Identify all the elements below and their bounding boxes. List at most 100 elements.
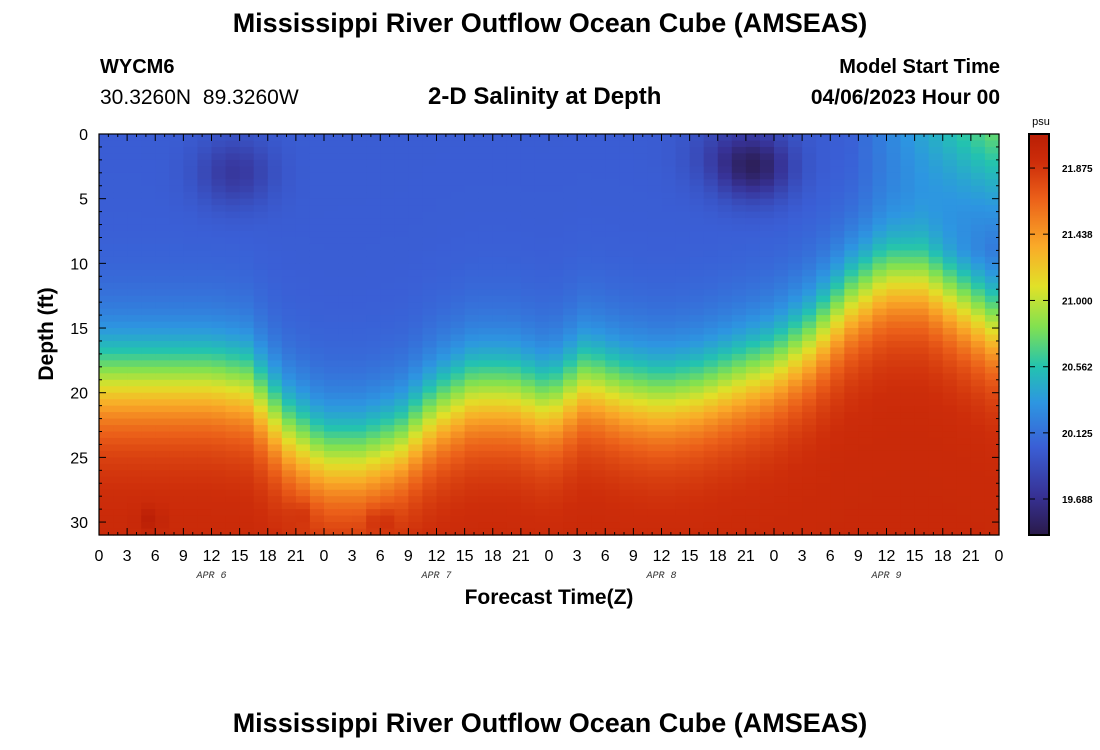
heatmap-cell	[689, 269, 705, 277]
heatmap-cell	[830, 159, 845, 167]
heatmap-cell	[211, 192, 227, 200]
heatmap-cell	[99, 211, 114, 219]
heatmap-cell	[281, 256, 297, 264]
heatmap-cell	[844, 172, 859, 180]
heatmap-cell	[886, 379, 902, 387]
heatmap-cell	[549, 379, 564, 387]
heatmap-cell	[422, 444, 438, 452]
heatmap-cell	[113, 295, 128, 303]
heatmap-cell	[506, 360, 522, 368]
heatmap-cell	[506, 146, 522, 155]
heatmap-cell	[478, 489, 494, 497]
heatmap-cell	[830, 269, 845, 277]
heatmap-cell	[830, 224, 845, 232]
heatmap-cell	[366, 528, 381, 536]
heatmap-cell	[563, 457, 578, 465]
heatmap-cell	[886, 496, 902, 504]
heatmap-cell	[872, 289, 888, 297]
heatmap-cell	[408, 185, 424, 193]
heatmap-cell	[788, 476, 803, 484]
heatmap-cell	[703, 269, 719, 277]
heatmap-cell	[239, 386, 255, 394]
heatmap-cell	[788, 334, 803, 342]
heatmap-cell	[478, 528, 494, 536]
heatmap-cell	[717, 373, 733, 381]
heatmap-cell	[450, 256, 466, 264]
heatmap-cell	[155, 444, 170, 452]
heatmap-cell	[745, 211, 761, 219]
heatmap-cell	[844, 237, 859, 245]
heatmap-cell	[324, 231, 339, 239]
heatmap-cell	[394, 386, 409, 394]
heatmap-cell	[689, 496, 705, 504]
heatmap-cell	[984, 140, 1000, 148]
heatmap-cell	[563, 134, 578, 142]
heatmap-cell	[281, 457, 297, 465]
model-start-label: Model Start Time	[839, 56, 1000, 78]
heatmap-cell	[717, 528, 733, 536]
heatmap-cell	[675, 334, 691, 342]
heatmap-cell	[802, 185, 817, 193]
heatmap-cell	[492, 476, 508, 484]
heatmap-cell	[380, 172, 395, 180]
heatmap-cell	[450, 353, 466, 361]
heatmap-cell	[436, 269, 452, 277]
heatmap-cell	[745, 250, 761, 258]
heatmap-cell	[661, 211, 677, 219]
heatmap-cell	[506, 159, 522, 167]
heatmap-cell	[436, 179, 452, 187]
heatmap-cell	[324, 263, 339, 271]
heatmap-cell	[450, 450, 466, 458]
heatmap-cell	[717, 315, 733, 323]
heatmap-cell	[605, 483, 620, 491]
heatmap-cell	[872, 483, 888, 491]
heatmap-cell	[309, 205, 325, 213]
heatmap-cell	[197, 166, 213, 174]
heatmap-cell	[309, 431, 325, 439]
heatmap-cell	[295, 263, 311, 271]
heatmap-cell	[127, 185, 142, 193]
heatmap-cell	[422, 476, 438, 484]
heatmap-cell	[928, 379, 944, 387]
heatmap-cell	[605, 146, 620, 155]
model-start-value: 04/06/2023 Hour 00	[810, 86, 1000, 109]
heatmap-cell	[591, 431, 606, 439]
heatmap-cell	[984, 437, 1000, 446]
heatmap-cell	[506, 328, 522, 336]
heatmap-cell	[647, 360, 663, 368]
heatmap-cell	[520, 379, 536, 387]
heatmap-cell	[605, 179, 620, 187]
heatmap-cell	[549, 153, 564, 161]
heatmap-cell	[928, 483, 944, 491]
heatmap-cell	[703, 502, 719, 510]
heatmap-cell	[169, 399, 184, 407]
heatmap-cell	[703, 159, 719, 167]
heatmap-cell	[464, 192, 480, 200]
heatmap-cell	[253, 205, 269, 213]
heatmap-cell	[605, 295, 620, 303]
heatmap-cell	[239, 379, 255, 387]
heatmap-cell	[183, 399, 199, 407]
heatmap-cell	[450, 295, 466, 303]
heatmap-cell	[731, 463, 747, 471]
heatmap-cell	[788, 295, 803, 303]
heatmap-cell	[858, 496, 874, 504]
heatmap-cell	[759, 392, 775, 400]
heatmap-cell	[689, 308, 705, 316]
heatmap-cell	[914, 334, 930, 342]
heatmap-cell	[211, 224, 227, 232]
heatmap-cell	[844, 496, 859, 504]
heatmap-cell	[830, 470, 845, 478]
heatmap-cell	[436, 159, 452, 167]
heatmap-cell	[324, 386, 339, 394]
heatmap-cell	[928, 437, 944, 446]
heatmap-cell	[239, 437, 255, 446]
colorbar-tick-label: 19.688	[1062, 495, 1093, 506]
heatmap-cell	[492, 405, 508, 413]
heatmap-cell	[605, 379, 620, 387]
heatmap-cell	[717, 328, 733, 336]
heatmap-cell	[155, 146, 170, 155]
heatmap-cell	[928, 334, 944, 342]
heatmap-cell	[591, 444, 606, 452]
heatmap-cell	[506, 276, 522, 284]
